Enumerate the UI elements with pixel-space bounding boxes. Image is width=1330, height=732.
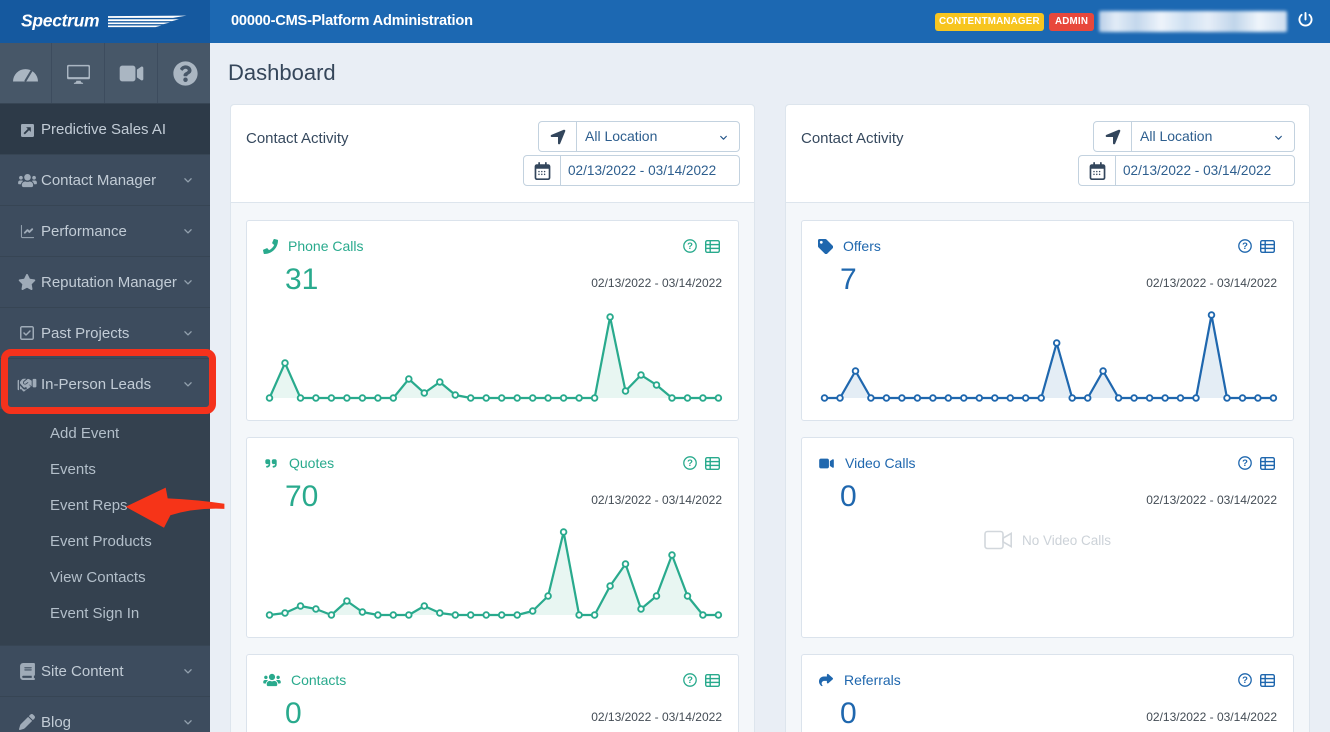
svg-text:?: ?: [1242, 458, 1248, 469]
svg-text:?: ?: [687, 675, 693, 686]
svg-text:?: ?: [1242, 241, 1248, 252]
svg-text:?: ?: [687, 458, 693, 469]
svg-text:Spectrum: Spectrum: [21, 11, 99, 31]
svg-text:?: ?: [687, 241, 693, 252]
svg-text:?: ?: [1242, 675, 1248, 686]
